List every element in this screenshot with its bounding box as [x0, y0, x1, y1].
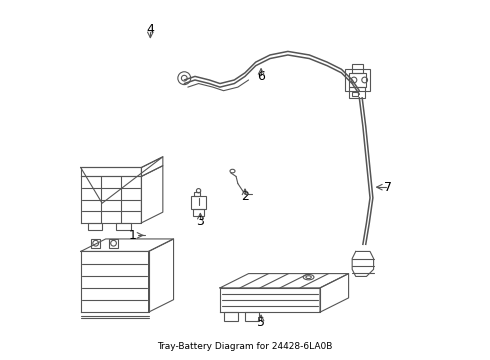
Bar: [117, 223, 131, 230]
Text: 7: 7: [384, 181, 392, 194]
Text: 5: 5: [257, 316, 265, 329]
Text: 6: 6: [257, 70, 265, 83]
Text: 1: 1: [128, 229, 136, 242]
Text: 3: 3: [196, 215, 204, 228]
Text: 2: 2: [241, 190, 249, 203]
Bar: [352, 64, 363, 73]
Bar: [192, 196, 206, 208]
Bar: [348, 87, 365, 98]
Bar: [194, 192, 199, 196]
Bar: [223, 312, 238, 321]
Bar: [88, 223, 102, 230]
Bar: [109, 239, 118, 248]
Bar: [245, 312, 259, 321]
Text: 4: 4: [147, 23, 154, 36]
Bar: [348, 73, 367, 87]
Bar: [352, 93, 358, 96]
Text: Tray-Battery Diagram for 24428-6LA0B: Tray-Battery Diagram for 24428-6LA0B: [157, 342, 333, 351]
Bar: [345, 69, 370, 91]
Bar: [193, 208, 204, 216]
Bar: [92, 239, 100, 248]
